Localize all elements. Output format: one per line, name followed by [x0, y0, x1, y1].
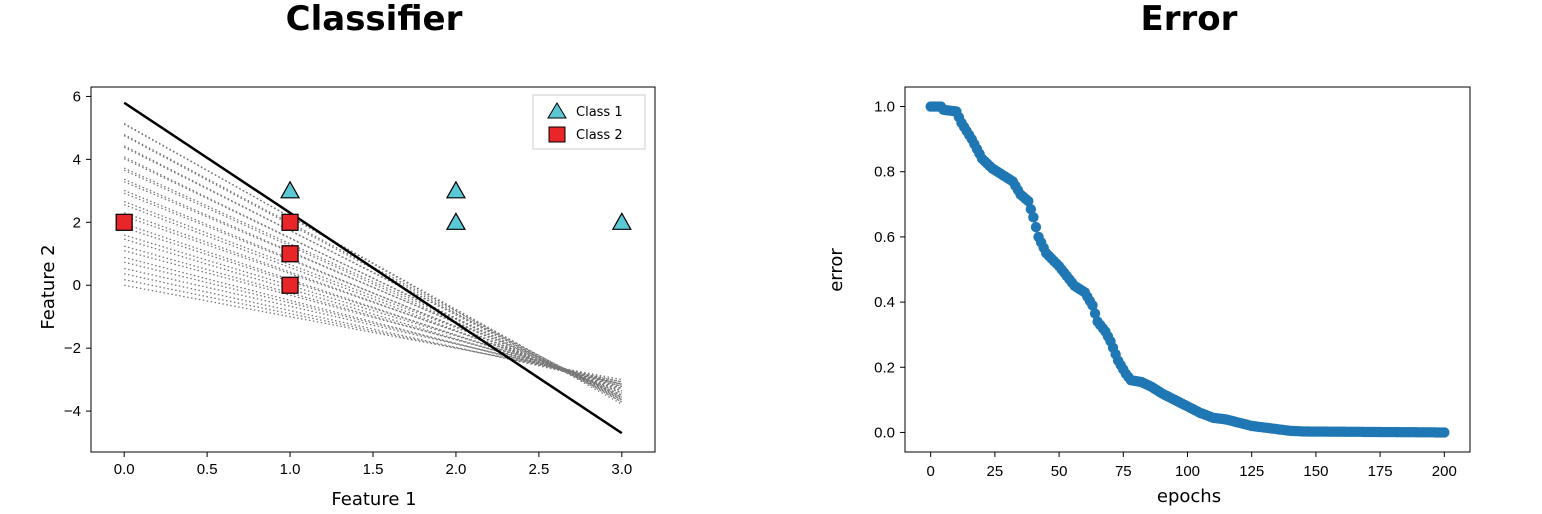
decision-boundary-history-line	[123, 204, 623, 394]
y-tick-label: 0.8	[874, 164, 895, 181]
y-tick-label: −2	[64, 340, 81, 357]
decision-boundary-history-line	[123, 122, 623, 405]
error-curve-points	[925, 101, 1450, 438]
y-tick-label: 4	[73, 151, 81, 168]
class2-point	[281, 213, 299, 231]
error-point	[1439, 427, 1450, 438]
error-point	[1030, 221, 1042, 233]
classifier-data-points	[115, 180, 632, 294]
x-tick-label: 3.0	[611, 461, 632, 478]
legend-class1-triangle-marker	[547, 102, 567, 119]
x-tick-label: 2.0	[446, 461, 467, 478]
class1-point	[445, 180, 466, 199]
x-tick-label: 1.5	[363, 461, 384, 478]
decision-boundary-history-line	[123, 227, 623, 390]
error-chart: Error 0 25 50 75 100 125 150 175 200 1.0 0.8 0.6 0.…	[826, 0, 1471, 507]
y-tick-label: 2	[73, 214, 81, 231]
decision-boundary-history-line	[123, 167, 623, 396]
classifier-legend: Class 1 Class 2	[532, 94, 646, 150]
y-tick-label: 0.0	[874, 424, 895, 441]
error-y-axis-label: error	[826, 248, 847, 292]
error-point	[1023, 195, 1034, 207]
decision-boundary-history	[123, 122, 623, 405]
decision-boundary-history-line	[124, 261, 622, 385]
x-tick-label: 0.5	[197, 461, 218, 478]
x-tick-label: 150	[1303, 463, 1328, 480]
decision-boundary-history-line	[123, 145, 623, 401]
decision-boundary-history-line	[123, 238, 623, 390]
x-tick-label: 200	[1432, 463, 1457, 480]
class2-point	[281, 276, 299, 294]
decision-boundary-history-line	[123, 189, 623, 396]
class2-point	[115, 213, 133, 231]
classifier-x-axis-label: Feature 1	[331, 489, 416, 510]
classifier-chart: Classifier 0.0 0.5 1.0 1.5 2.0 2.5 3.0 6 4 2 0 −2 −…	[38, 0, 656, 510]
decision-boundary-history-line	[124, 273, 622, 385]
x-tick-label: 0	[927, 463, 935, 480]
decision-boundary-history-line	[123, 169, 623, 399]
decision-boundary-history-line	[123, 156, 623, 401]
error-point	[1087, 300, 1098, 311]
error-x-ticks: 0 25 50 75 100 125 150 175 200	[927, 452, 1457, 480]
x-tick-label: 25	[987, 463, 1004, 480]
x-tick-label: 100	[1175, 463, 1200, 480]
error-point	[1028, 212, 1039, 223]
y-tick-label: 0.2	[874, 359, 895, 376]
class1-point	[280, 180, 301, 199]
x-tick-label: 75	[1115, 463, 1132, 480]
x-tick-label: 125	[1239, 463, 1264, 480]
legend-class2-label: Class 2	[576, 128, 623, 143]
decision-boundary-final-line	[123, 101, 623, 435]
decision-boundary-history-line	[124, 279, 622, 383]
error-title: Error	[1141, 0, 1238, 39]
y-tick-label: −4	[64, 403, 81, 420]
class2-point	[281, 245, 299, 263]
decision-boundary-history-line	[123, 146, 623, 398]
decision-boundary-history-line	[123, 200, 623, 392]
y-tick-label: 0.6	[874, 229, 895, 246]
classifier-y-axis-label: Feature 2	[38, 244, 59, 329]
decision-boundary-history-line	[124, 256, 622, 388]
x-tick-label: 175	[1368, 463, 1393, 480]
decision-boundary-history-line	[123, 123, 623, 403]
x-tick-label: 1.0	[280, 461, 301, 478]
decision-boundary-history-line	[123, 223, 623, 392]
error-y-ticks: 1.0 0.8 0.6 0.4 0.2 0.0	[874, 99, 905, 441]
class1-point	[445, 212, 466, 230]
classifier-title: Classifier	[286, 0, 463, 39]
y-tick-label: 6	[73, 88, 81, 105]
y-tick-label: 1.0	[874, 99, 895, 116]
y-tick-label: 0	[73, 277, 81, 294]
y-tick-label: 0.4	[874, 294, 895, 311]
error-point	[1025, 204, 1037, 215]
error-x-axis-label: epochs	[1157, 486, 1221, 507]
classifier-x-ticks: 0.0 0.5 1.0 1.5 2.0 2.5 3.0	[114, 452, 632, 478]
error-point	[1089, 308, 1101, 319]
x-tick-label: 0.0	[114, 461, 135, 478]
legend-class1-label: Class 1	[576, 105, 623, 120]
x-tick-label: 50	[1051, 463, 1068, 480]
decision-boundary-history-line	[124, 284, 622, 381]
error-plot-frame	[904, 86, 1471, 453]
class1-point	[611, 212, 632, 230]
legend-class2-square-marker	[548, 126, 566, 143]
classifier-y-ticks: 6 4 2 0 −2 −4	[64, 88, 91, 420]
x-tick-label: 2.5	[528, 461, 549, 478]
